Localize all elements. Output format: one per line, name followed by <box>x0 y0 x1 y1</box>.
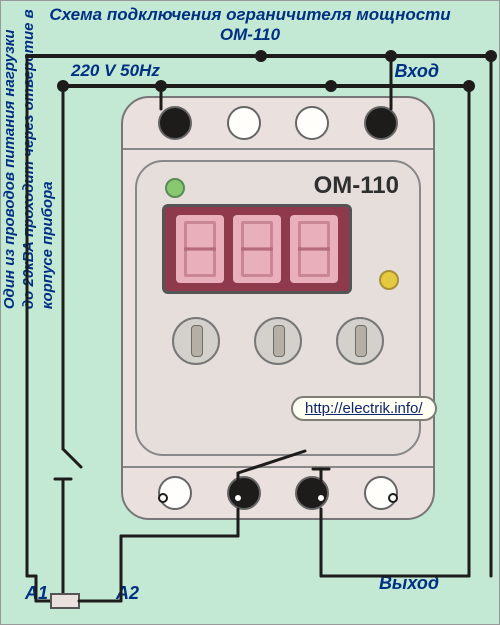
voltage-label: 220 V 50Hz <box>71 61 160 81</box>
wiring-diagram: Схема подключения ограничителя мощности … <box>0 0 500 625</box>
device-om110: ОМ-110 <box>121 96 435 520</box>
bottom-terminal-3 <box>295 476 329 510</box>
output-label: Выход <box>379 573 439 594</box>
bottom-terminal-4 <box>364 476 398 510</box>
bottom-terminal-row <box>123 476 433 510</box>
model-label: ОМ-110 <box>314 172 399 200</box>
bottom-terminal-2 <box>227 476 261 510</box>
led-yellow <box>379 270 399 290</box>
side-note: Один из проводов питания нагрузки до 20к… <box>1 0 57 309</box>
a1-label: A1 <box>25 583 48 604</box>
input-label: Вход <box>395 61 439 82</box>
knob-3 <box>336 317 384 365</box>
diagram-title: Схема подключения ограничителя мощности … <box>1 5 499 46</box>
top-terminal-2 <box>227 106 261 140</box>
digit-3 <box>290 215 338 283</box>
digit-2 <box>233 215 281 283</box>
led-green <box>165 178 185 198</box>
knob-2 <box>254 317 302 365</box>
top-terminal-3 <box>295 106 329 140</box>
digit-1 <box>176 215 224 283</box>
top-terminal-1 <box>158 106 192 140</box>
knob-row <box>137 317 419 365</box>
a2-label: A2 <box>116 583 139 604</box>
top-terminal-4 <box>364 106 398 140</box>
seven-segment-display <box>162 204 352 294</box>
top-terminal-row <box>123 106 433 140</box>
bottom-terminal-1 <box>158 476 192 510</box>
source-url: http://electrik.info/ <box>291 396 437 421</box>
knob-1 <box>172 317 220 365</box>
